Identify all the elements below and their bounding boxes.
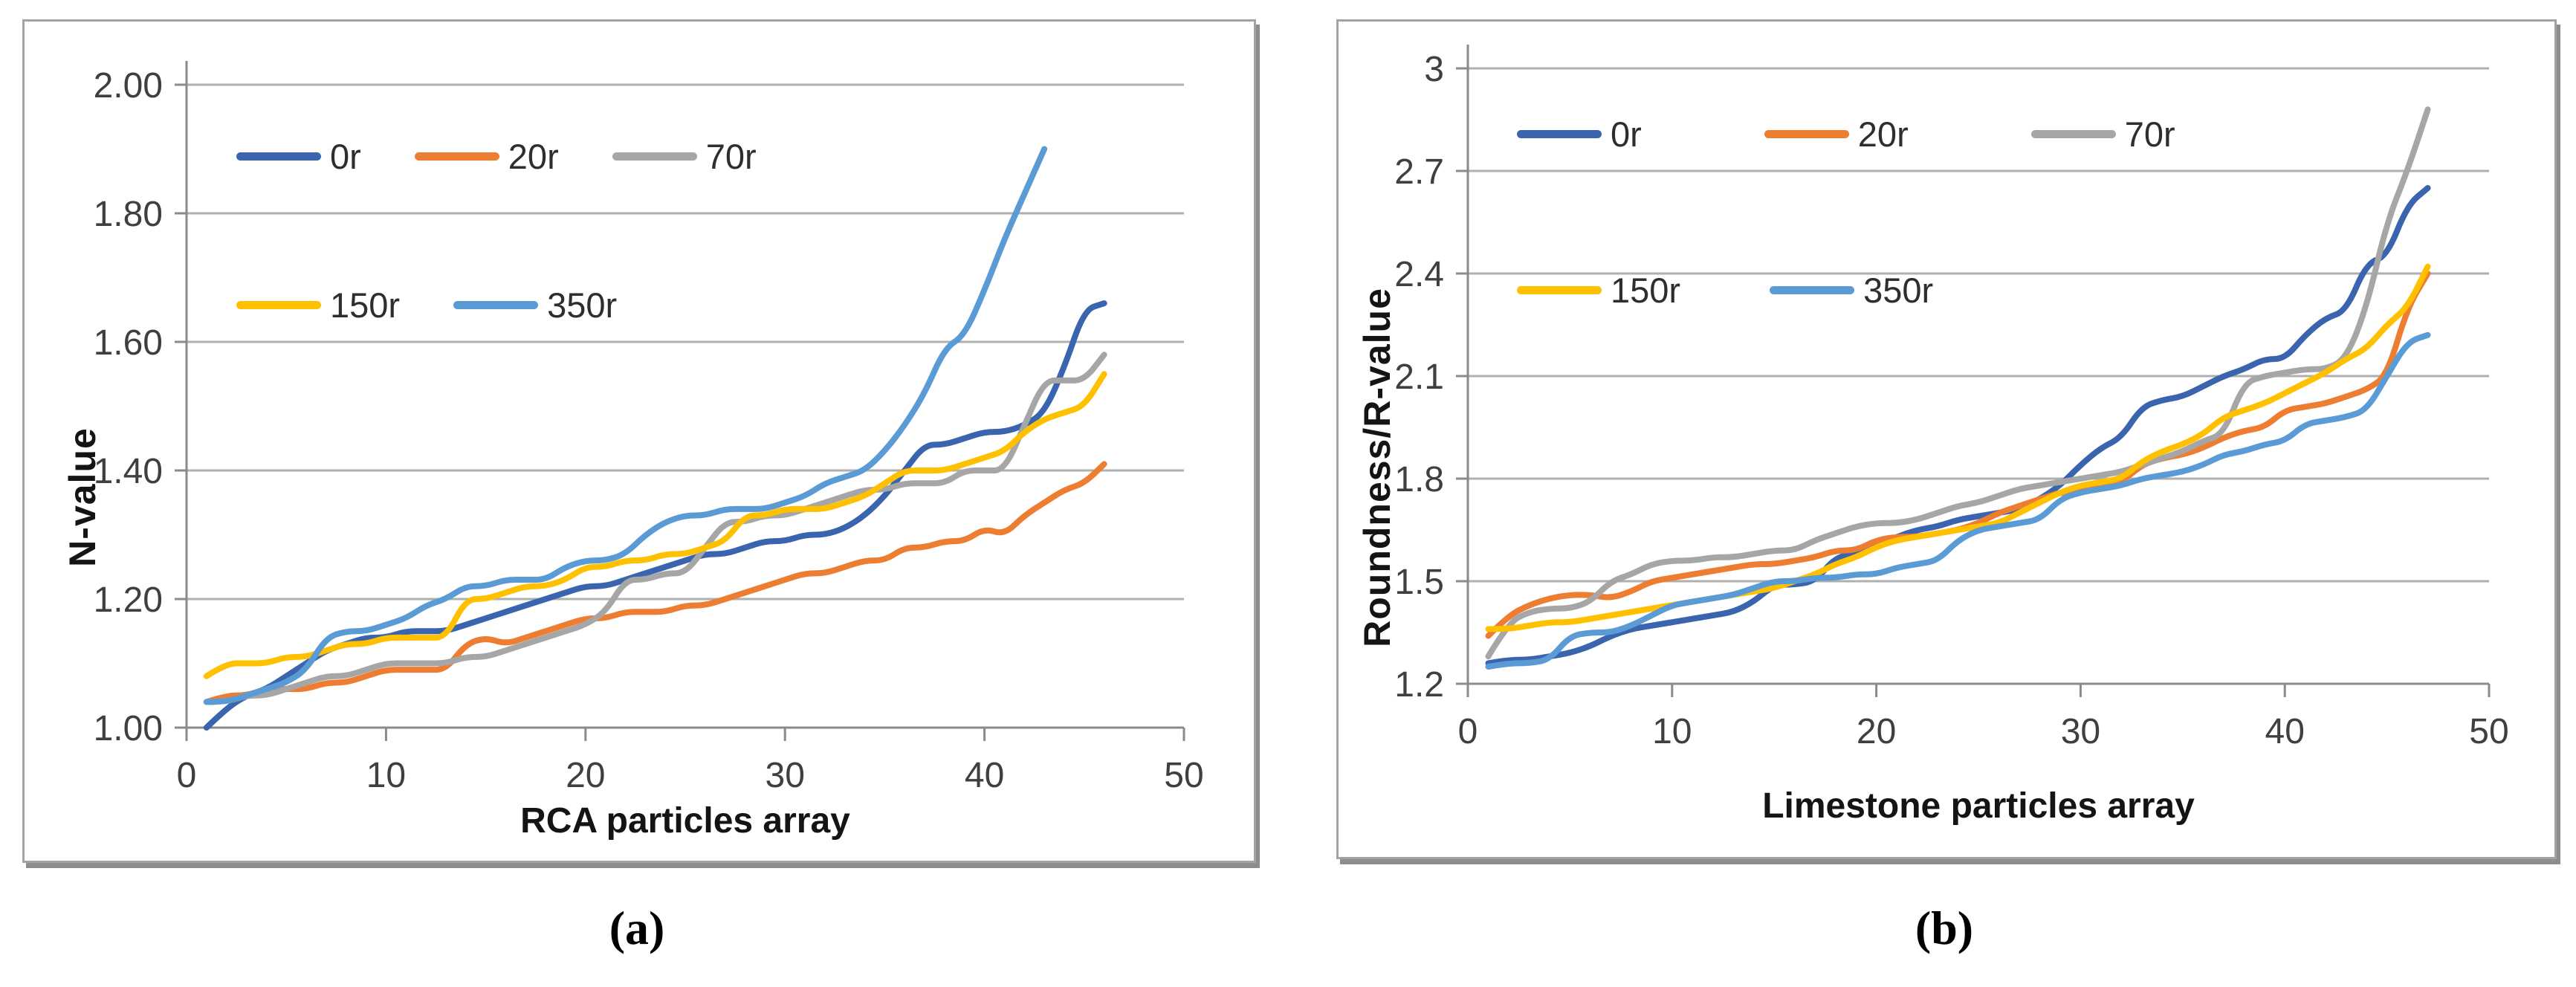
caption-b: (b) (1915, 902, 1974, 954)
legend-label-350r: 350r (1863, 271, 1934, 310)
series-line-70r (203, 352, 1107, 705)
ytick-label: 1.40 (94, 452, 163, 491)
legend-swatch-150r (1517, 286, 1602, 294)
legend-label-150r: 150r (1611, 271, 1681, 310)
xtick-label: 40 (2265, 712, 2305, 751)
legend-swatch-20r (414, 152, 499, 161)
ytick-label: 1.2 (1394, 665, 1444, 705)
legend-item-70r: 70r (2030, 114, 2175, 154)
xtick-label: 20 (566, 756, 605, 795)
xtick-label: 10 (1652, 712, 1692, 751)
legend-swatch-70r (612, 152, 697, 161)
legend-item-0r: 0r (1517, 117, 1642, 152)
ytick-label: 2.7 (1394, 152, 1444, 192)
legend-label-350r: 350r (547, 285, 618, 325)
legend-b-row2: 150r 350r (1517, 273, 1933, 308)
legend-swatch-150r (236, 301, 321, 309)
legend-swatch-20r (1764, 130, 1849, 138)
ytick-label: 2.00 (94, 66, 163, 106)
legend-a-row2: 150r 350r (236, 288, 617, 323)
legend-swatch-350r (1770, 286, 1855, 294)
legend-item-0r: 0r (236, 139, 361, 174)
ytick-label: 2.4 (1394, 255, 1444, 294)
xtick-label: 10 (366, 756, 406, 795)
legend-a-row1: 0r 20r 70r (236, 139, 757, 174)
ytick-label: 1.8 (1394, 460, 1444, 499)
series-line-350r (1485, 331, 2431, 670)
xtick-label: 20 (1857, 712, 1896, 751)
line-chart-rca: 1.00 1.20 1.40 1.60 1.80 2.00 0 10 20 30 40 50 (94, 61, 1204, 795)
legend-label-150r: 150r (330, 285, 401, 325)
ytick-label: 3 (1424, 50, 1444, 89)
series-line-150r (1485, 263, 2431, 632)
xtick-label: 0 (177, 756, 197, 795)
xtick-label: 30 (766, 756, 805, 795)
ytick-label: 1.00 (94, 709, 163, 748)
xtick-label: 30 (2061, 712, 2100, 751)
series-line-150r (203, 371, 1107, 679)
legend-item-350r: 350r (453, 288, 617, 323)
xtick-label: 0 (1458, 712, 1478, 751)
legend-item-150r: 150r (236, 288, 400, 323)
series-line-0r (203, 300, 1107, 731)
ytick-label: 1.60 (94, 323, 163, 363)
legend-b-row1: 0r 20r 70r (1517, 117, 2175, 152)
series-line-70r (1485, 106, 2431, 660)
chart-panel-b: 1.2 1.5 1.8 2.1 2.4 2.7 3 0 10 20 30 40 50 Roundness… (1336, 19, 2557, 859)
legend-swatch-0r (236, 152, 321, 161)
chart-panel-a: 1.00 1.20 1.40 1.60 1.80 2.00 0 10 20 30 40 50 N-va… (22, 19, 1256, 863)
legend-swatch-70r (2030, 130, 2116, 138)
ytick-label: 1.80 (94, 195, 163, 234)
xtick-label: 50 (2469, 712, 2508, 751)
legend-item-150r: 150r (1517, 273, 1680, 308)
xtick-label: 40 (965, 756, 1004, 795)
line-chart-limestone: 1.21.51.82.12.42.730 10 20 30 40 50 (1394, 45, 2509, 751)
legend-item-350r: 350r (1770, 273, 1933, 308)
caption-a: (a) (609, 902, 665, 954)
ytick-label: 2.1 (1394, 357, 1444, 397)
legend-label-70r: 70r (2124, 114, 2175, 154)
legend-item-70r: 70r (612, 139, 757, 174)
legend-item-20r: 20r (1764, 117, 1909, 152)
y-axis-title-b: Roundness/R-value (1356, 288, 1398, 647)
xtick-label: 50 (1164, 756, 1203, 795)
legend-label-20r: 20r (508, 137, 559, 176)
series-line-0r (1485, 185, 2431, 667)
legend-label-0r: 0r (1611, 114, 1642, 154)
ytick-label: 1.20 (94, 580, 163, 620)
legend-label-0r: 0r (330, 137, 361, 176)
legend-swatch-350r (453, 301, 539, 309)
y-axis-title-a: N-value (62, 427, 103, 567)
legend-swatch-0r (1517, 130, 1602, 138)
x-axis-title-a: RCA particles array (520, 801, 850, 841)
series-line-20r (203, 461, 1107, 705)
ytick-label: 1.5 (1394, 563, 1444, 602)
x-axis-title-b: Limestone particles array (1762, 786, 2195, 826)
series-line-350r (203, 146, 1048, 705)
legend-item-20r: 20r (414, 137, 559, 176)
legend-label-20r: 20r (1857, 114, 1909, 154)
legend-label-70r: 70r (705, 137, 757, 176)
